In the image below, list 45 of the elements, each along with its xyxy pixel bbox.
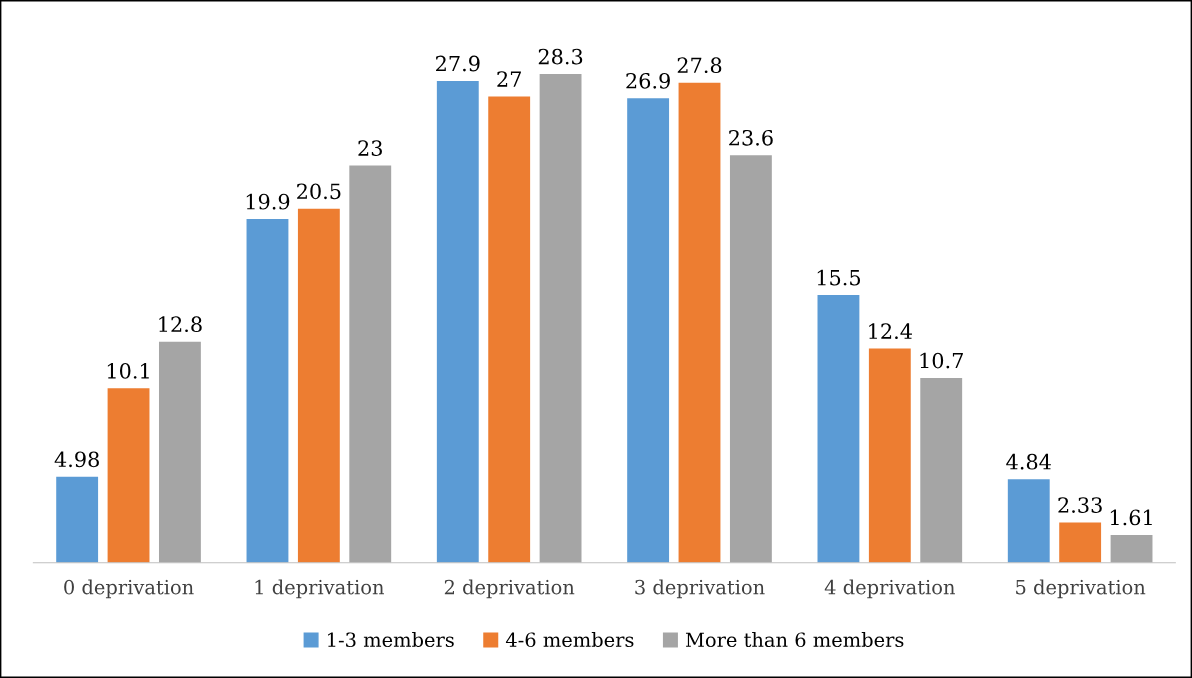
bar	[246, 219, 289, 563]
bar	[539, 74, 582, 563]
bar	[158, 341, 201, 563]
data-label: 10.7	[920, 352, 963, 369]
x-tick-label: 0 deprivation	[64, 579, 194, 599]
bar	[297, 208, 340, 563]
bar	[1007, 479, 1050, 563]
x-tick-label: 5 deprivation	[1016, 579, 1146, 599]
bar	[1110, 534, 1153, 563]
data-label: 12.8	[159, 316, 202, 333]
data-label: 27.9	[436, 55, 480, 72]
data-label: 27	[497, 71, 521, 87]
x-tick-label: 2 deprivation	[444, 579, 575, 599]
bar	[729, 155, 772, 563]
data-label: 12.4	[869, 323, 912, 340]
data-label: 10.1	[107, 362, 149, 379]
legend-label: 4-6 members	[505, 632, 634, 648]
data-label: 23	[358, 140, 382, 156]
x-tick-label: 3 deprivation	[635, 579, 765, 599]
data-label: 1.61	[1110, 509, 1152, 526]
x-tick-label: 1 deprivation	[255, 579, 384, 599]
data-label: 15.5	[817, 269, 861, 286]
data-label: 4.98	[54, 451, 99, 468]
bar	[678, 82, 721, 563]
data-label: 20.5	[297, 183, 341, 200]
data-label: 26.9	[626, 72, 670, 89]
bar	[488, 96, 531, 563]
bar	[920, 377, 963, 563]
data-label: 27.8	[677, 57, 722, 74]
bar	[817, 295, 860, 563]
bar	[436, 80, 479, 563]
bar	[627, 98, 670, 563]
bar	[349, 165, 392, 563]
bar	[1059, 522, 1102, 563]
data-label: 28.3	[538, 48, 583, 65]
legend-label: More than 6 members	[685, 632, 904, 648]
data-label: 2.33	[1058, 497, 1102, 513]
legend-label: 1-3 members	[328, 632, 454, 648]
data-label: 23.6	[729, 129, 773, 146]
bar	[56, 476, 99, 563]
bar	[107, 388, 150, 563]
data-label: 4.84	[1006, 453, 1051, 470]
bar	[868, 348, 911, 563]
x-tick-label: 4 deprivation	[824, 579, 955, 599]
data-label: 19.9	[246, 193, 290, 210]
